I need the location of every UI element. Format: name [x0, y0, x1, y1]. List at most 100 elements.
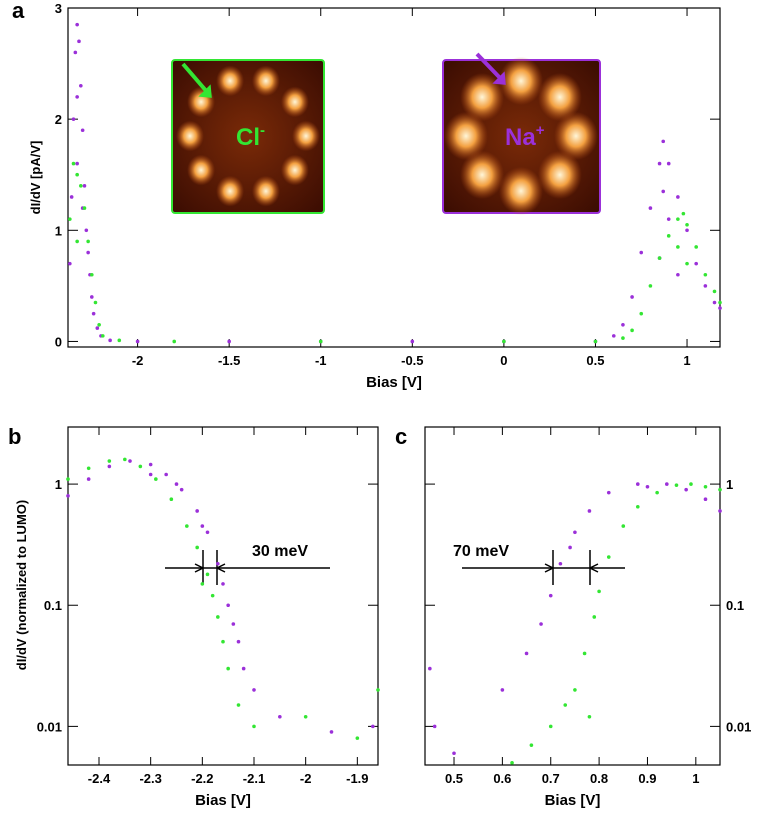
- data-point: [179, 487, 184, 492]
- data-point: [587, 509, 592, 513]
- data-point: [500, 688, 505, 692]
- x-tick-label: -2: [300, 771, 312, 786]
- data-point: [689, 482, 693, 486]
- data-point: [621, 322, 625, 327]
- data-point: [685, 261, 689, 266]
- data-point: [148, 462, 153, 467]
- data-point: [90, 272, 94, 277]
- data-point: [252, 688, 256, 692]
- inset-lobe: [460, 150, 505, 200]
- inset-lobe: [537, 72, 582, 122]
- data-point: [68, 261, 72, 266]
- data-point: [227, 339, 231, 344]
- y-tick-label: 0.1: [44, 598, 62, 613]
- data-point: [174, 482, 179, 486]
- data-point: [97, 322, 101, 327]
- data-point: [666, 217, 671, 221]
- data-point: [539, 622, 543, 626]
- data-point: [452, 751, 456, 756]
- inset-label: Na+: [505, 122, 545, 151]
- data-point: [205, 572, 210, 577]
- data-point: [558, 561, 563, 566]
- data-point: [428, 666, 432, 671]
- data-point: [241, 666, 246, 671]
- data-point: [221, 582, 225, 586]
- data-point: [582, 651, 587, 656]
- x-axis-label: Bias [V]: [366, 374, 422, 391]
- data-point: [676, 245, 680, 249]
- data-point: [135, 339, 140, 344]
- data-point: [200, 582, 205, 586]
- data-point: [676, 272, 680, 277]
- data-point: [685, 222, 689, 227]
- data-point: [90, 295, 94, 299]
- annotation: 70 meV: [453, 543, 509, 560]
- data-point: [703, 272, 708, 277]
- x-tick-label: -2: [132, 353, 144, 368]
- data-point: [128, 459, 132, 463]
- data-point: [148, 472, 153, 477]
- data-point: [107, 464, 112, 469]
- data-point: [71, 117, 76, 121]
- data-point: [169, 497, 174, 502]
- inset-lobe: [292, 120, 320, 152]
- data-point: [154, 477, 158, 481]
- data-point: [657, 256, 662, 260]
- data-point: [648, 206, 653, 210]
- x-tick-label: 0.5: [586, 353, 604, 368]
- data-point: [685, 228, 689, 233]
- x-axis-label: Bias [V]: [545, 792, 601, 809]
- y-tick-label: 0: [55, 334, 62, 349]
- data-point: [563, 703, 568, 707]
- plot-frame: [67, 7, 721, 348]
- x-tick-label: 0.8: [590, 771, 608, 786]
- data-point: [82, 184, 87, 188]
- data-point: [86, 250, 90, 255]
- data-point: [231, 622, 236, 626]
- data-point: [185, 524, 189, 528]
- y-tick-label: 0.01: [726, 719, 751, 734]
- data-point: [66, 477, 70, 481]
- data-point: [117, 338, 122, 343]
- data-point: [278, 714, 282, 719]
- data-point: [703, 497, 708, 502]
- data-point: [93, 300, 98, 305]
- x-tick-label: -1: [315, 353, 327, 368]
- data-point: [630, 295, 634, 299]
- x-tick-label: 0.7: [542, 771, 560, 786]
- data-point: [674, 483, 679, 487]
- annotation: 30 meV: [252, 543, 308, 560]
- data-point: [529, 743, 534, 747]
- data-point: [703, 284, 708, 288]
- x-tick-label: -2.4: [88, 771, 111, 786]
- x-tick-label: 1: [692, 771, 699, 786]
- data-point: [666, 234, 671, 238]
- inset-label: Cl-: [236, 122, 265, 151]
- data-point: [718, 487, 722, 492]
- data-point: [502, 339, 506, 344]
- x-tick-label: -2.2: [191, 771, 213, 786]
- data-point: [665, 482, 669, 486]
- data-point: [172, 339, 177, 344]
- data-point: [79, 84, 83, 88]
- data-point: [568, 545, 572, 550]
- inset-lobe: [251, 65, 280, 97]
- data-point: [548, 593, 553, 598]
- data-point: [95, 326, 100, 330]
- data-point: [597, 589, 601, 594]
- data-point: [68, 217, 72, 221]
- arrows: [165, 52, 625, 585]
- x-tick-label: -0.5: [401, 353, 423, 368]
- data-point: [676, 217, 680, 221]
- panel-label: a: [12, 0, 25, 23]
- inset-lobe: [554, 111, 598, 161]
- data-point: [655, 490, 659, 495]
- data-point: [681, 211, 686, 216]
- data-point: [69, 195, 74, 199]
- data-point: [703, 484, 708, 489]
- data-point: [718, 306, 722, 310]
- inset-lobe: [216, 175, 245, 207]
- data-point: [573, 530, 577, 535]
- data-point: [75, 22, 79, 27]
- inset-lobe: [499, 56, 543, 106]
